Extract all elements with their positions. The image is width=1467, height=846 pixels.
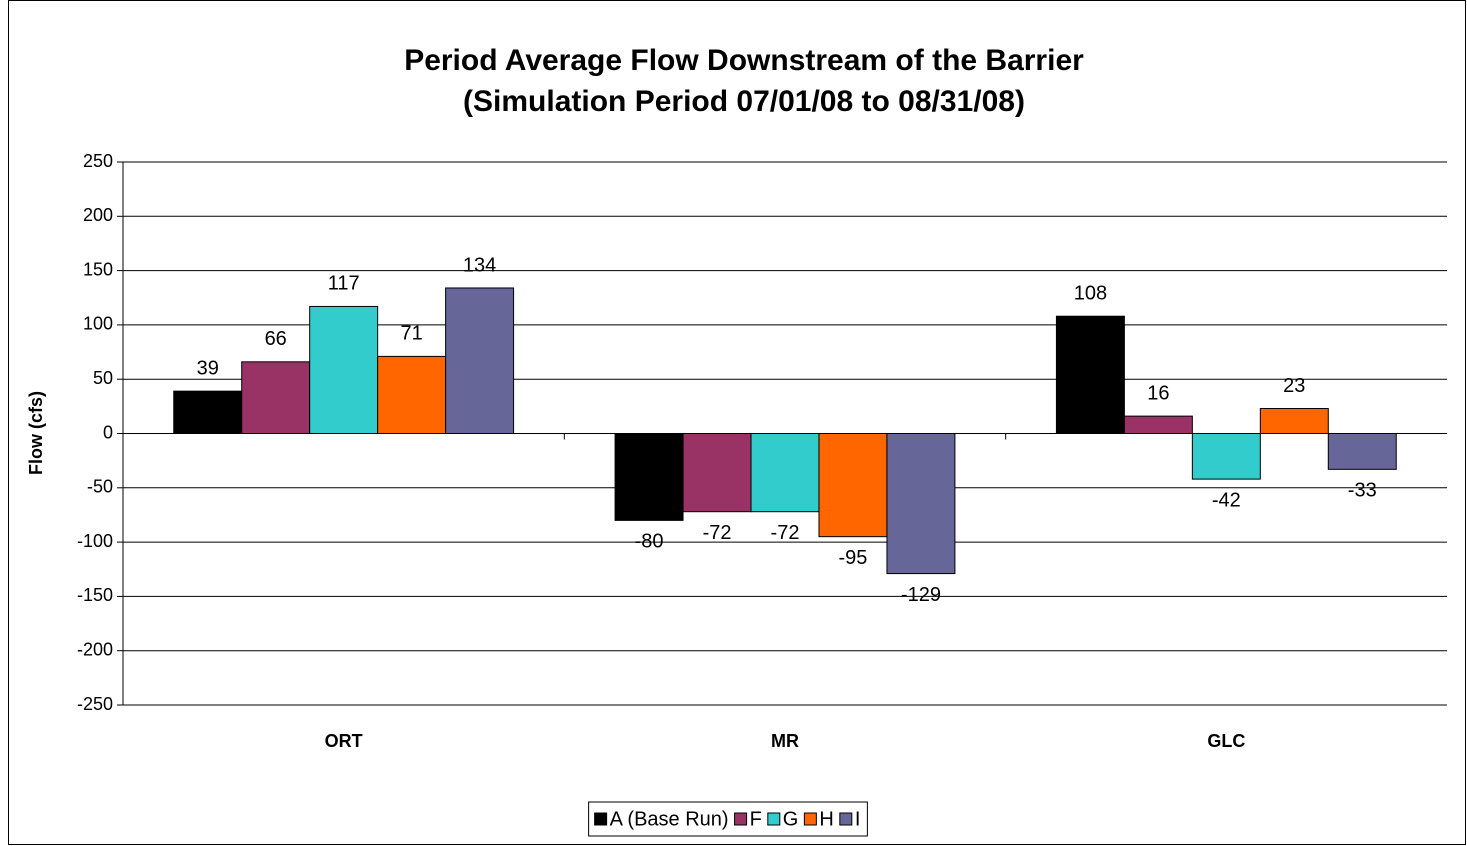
x-tick-label: GLC [1207, 731, 1245, 751]
legend-label: A (Base Run) [610, 808, 729, 830]
y-axis-label: Flow (cfs) [26, 391, 46, 475]
bar [886, 433, 956, 575]
legend-swatch [767, 812, 781, 826]
data-label: -42 [1212, 489, 1241, 511]
bar [309, 305, 379, 434]
data-label: 16 [1147, 382, 1169, 404]
y-tick-label: 50 [93, 368, 113, 388]
bar [241, 361, 311, 435]
bar [1327, 433, 1397, 470]
y-tick-label: 200 [83, 205, 113, 225]
y-tick-label: -100 [77, 531, 113, 551]
data-label: -129 [901, 584, 941, 606]
bar [377, 355, 447, 435]
legend-box [588, 801, 868, 837]
bar [445, 287, 515, 435]
y-tick-label: 100 [83, 314, 113, 334]
chart-subtitle: (Simulation Period 07/01/08 to 08/31/08) [463, 85, 1025, 118]
y-tick-label: -150 [77, 585, 113, 605]
bar [1191, 433, 1261, 480]
legend-swatch [734, 812, 748, 826]
bar [1055, 315, 1125, 435]
bar [1259, 408, 1329, 435]
y-tick-label: 150 [83, 259, 113, 279]
data-label: -95 [839, 547, 868, 569]
legend-swatch [839, 812, 853, 826]
legend-label: F [750, 808, 762, 830]
bar [614, 433, 684, 521]
bar [1123, 415, 1193, 434]
data-label: -72 [771, 522, 800, 544]
data-label: 71 [401, 323, 423, 345]
y-tick-label: -200 [77, 639, 113, 659]
y-tick-label: -250 [77, 694, 113, 714]
bar [750, 433, 820, 513]
x-tick-label: MR [771, 731, 799, 751]
data-label: 117 [328, 273, 360, 295]
data-label: 108 [1074, 282, 1107, 304]
data-label: -80 [635, 531, 664, 553]
bar [682, 433, 752, 513]
y-tick-label: 250 [83, 151, 113, 171]
legend-swatch [594, 812, 608, 826]
data-label: 23 [1283, 375, 1305, 397]
legend-label: G [783, 808, 799, 830]
y-tick-label: -50 [87, 477, 113, 497]
bar [818, 433, 888, 538]
x-tick-label: ORT [325, 731, 363, 751]
data-label: 39 [197, 357, 219, 379]
data-label: -72 [703, 522, 732, 544]
chart-title: Period Average Flow Downstream of the Ba… [404, 44, 1084, 77]
y-tick-label: 0 [103, 422, 113, 442]
legend-label: I [855, 808, 861, 830]
data-label: 66 [265, 328, 287, 350]
legend-swatch [803, 812, 817, 826]
legend-label: H [819, 808, 833, 830]
bar [173, 390, 243, 434]
data-label: -33 [1348, 480, 1377, 502]
data-label: 134 [463, 254, 496, 276]
